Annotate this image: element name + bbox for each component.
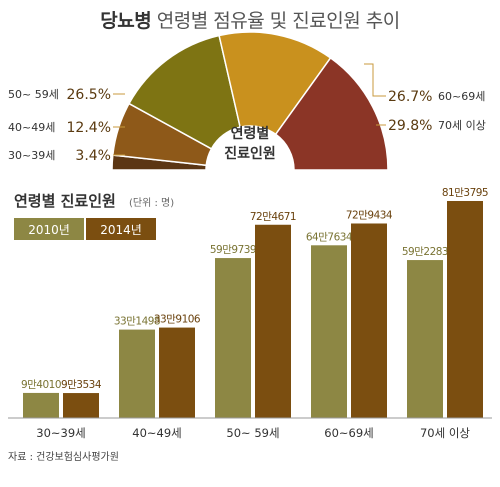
- bar-data-label: 9만4010: [21, 379, 61, 391]
- pie-center-label: 연령별: [231, 125, 270, 142]
- bar: [447, 200, 483, 418]
- bar-data-label: 33만1498: [114, 316, 160, 328]
- chart-title-rest: 연령별 점유율 및 진료인원 추이: [151, 10, 400, 32]
- bar: [23, 392, 59, 418]
- pie-slice-value: 26.5%: [67, 87, 111, 103]
- pie-leader-line: [364, 63, 386, 97]
- bar-data-label: 72만4671: [250, 211, 296, 223]
- chart-title: 당뇨병 연령별 점유율 및 진료인원 추이: [0, 6, 500, 33]
- bar-data-label: 9만3534: [61, 379, 102, 391]
- x-tick-label: 60~69세: [324, 426, 373, 440]
- bar-data-label: 59만2283: [402, 246, 448, 258]
- bar-data-label: 72만9434: [346, 209, 393, 221]
- pie-slice-value: 12.4%: [67, 120, 111, 136]
- bar: [351, 223, 387, 418]
- legend-swatch: [86, 218, 156, 240]
- bar-data-label: 59만9739: [210, 244, 256, 256]
- bar: [119, 329, 155, 418]
- chart-title-bold: 당뇨병: [100, 10, 152, 32]
- bar: [159, 327, 195, 418]
- x-tick-label: 70세 이상: [420, 426, 470, 440]
- bar-data-label: 33만9106: [154, 314, 201, 326]
- pie-slice-value: 3.4%: [75, 148, 111, 164]
- bar: [407, 260, 443, 418]
- bar-data-label: 64만7634: [306, 231, 353, 243]
- pie-slice: [128, 34, 242, 150]
- pie-slice-label: 60~69세: [438, 90, 485, 103]
- pie-slice: [274, 56, 389, 171]
- bar-chart-title: 연령별 진료인원: [14, 192, 116, 210]
- pie-slice-label: 30~39세: [8, 149, 55, 162]
- bar: [215, 258, 251, 418]
- pie-slice-label: 50~ 59세: [8, 88, 59, 101]
- source-note: 자료 : 건강보험심사평가원: [8, 452, 119, 463]
- x-tick-label: 40~49세: [132, 426, 181, 440]
- x-tick-label: 50~ 59세: [226, 426, 279, 440]
- legend-label: 2010년: [28, 223, 70, 237]
- pie-slice-value: 26.7%: [388, 89, 432, 105]
- legend-label: 2014년: [100, 223, 142, 237]
- bar-data-label: 81만3795: [442, 187, 488, 199]
- bar: [311, 245, 347, 418]
- pie-center-label: 진료인원: [224, 145, 276, 162]
- bar: [255, 224, 291, 418]
- bar: [63, 393, 99, 418]
- pie-slice-value: 29.8%: [388, 118, 432, 134]
- x-tick-label: 30~39세: [36, 426, 85, 440]
- legend-swatch: [14, 218, 84, 240]
- pie-slice-label: 40~49세: [8, 121, 55, 134]
- pie-slice: [218, 31, 332, 136]
- pie-slice-label: 70세 이상: [438, 119, 486, 132]
- bar-chart-unit: (단위 : 명): [129, 196, 174, 209]
